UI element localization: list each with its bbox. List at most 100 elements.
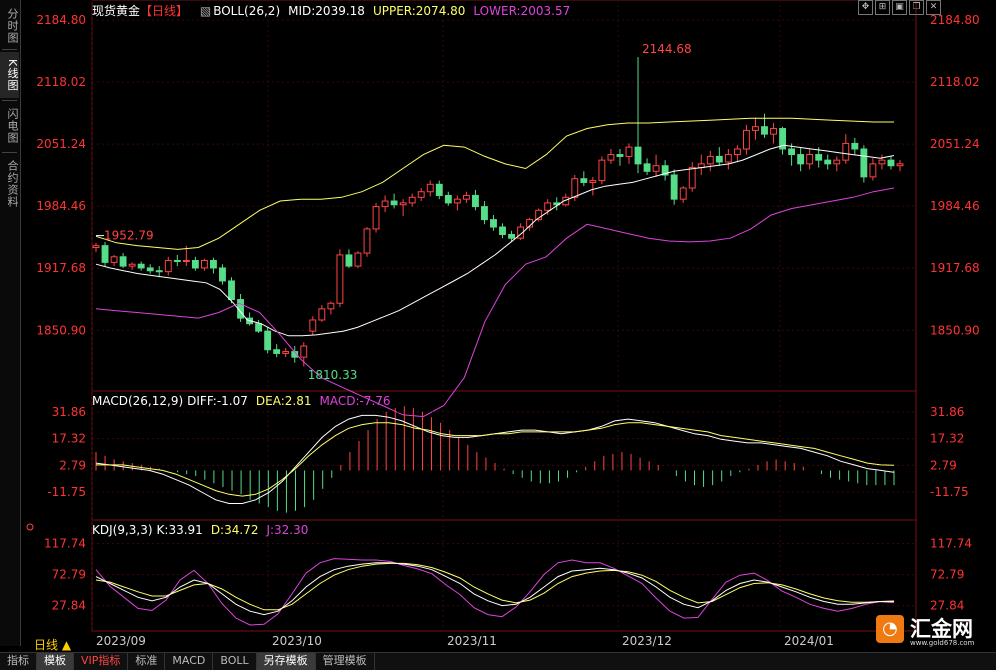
tab-contract-info[interactable]: 合约资料	[6, 160, 19, 208]
tab-indicator[interactable]: 指标	[0, 653, 37, 670]
restore-icon[interactable]: ❐	[909, 0, 924, 15]
candle-body	[842, 142, 850, 161]
boll-upper-line	[95, 117, 894, 250]
candle-body	[770, 128, 777, 135]
candle-body	[535, 209, 543, 221]
boll-mid-value: MID:2039.18	[288, 4, 365, 18]
tab-separator	[2, 49, 17, 50]
kdj-axis-label-right: 72.79	[930, 568, 964, 582]
x-axis-label: 2023/11	[447, 634, 497, 648]
kdj-d-line	[95, 562, 895, 611]
boll-lower-value: LOWER:2003.57	[473, 4, 571, 18]
tab-kline[interactable]: K线图	[0, 52, 19, 98]
kdj-axis-label-left: 117.74	[44, 537, 86, 551]
macd-panel-frame	[91, 390, 917, 521]
kdj-name[interactable]: KDJ(9,3,3)	[92, 523, 153, 537]
price-axis-label-left: 2184.80	[36, 13, 86, 27]
move-icon[interactable]: ✥	[858, 0, 873, 15]
candle-body	[688, 167, 696, 189]
price-panel-header: 现货黄金【日线】 ▧ BOLL(26,2) MID:2039.18 UPPER:207…	[92, 2, 578, 19]
macd-dea-line	[96, 422, 895, 497]
candle-body	[228, 280, 235, 301]
candle-body	[869, 163, 877, 178]
candle-body	[517, 226, 525, 239]
macd-diff-value: DIFF:-1.07	[187, 394, 248, 408]
x-axis-label: 2023/09	[96, 634, 146, 648]
candle-body	[715, 155, 723, 163]
candle-body	[273, 349, 281, 354]
candle-body	[481, 206, 488, 221]
tab-manage-template[interactable]: 管理模板	[316, 653, 375, 670]
candle-body	[255, 323, 263, 332]
tab-template[interactable]: 模板	[37, 653, 74, 670]
candle-body	[471, 194, 479, 208]
candle-body	[372, 206, 380, 230]
candle-body	[860, 148, 868, 178]
candle-body	[444, 194, 452, 204]
candle-body	[92, 245, 100, 248]
candle-body	[752, 126, 759, 131]
candle-body	[724, 154, 732, 163]
price-axis-label-right: 2118.02	[930, 75, 980, 89]
candle-body	[164, 260, 172, 273]
period-selector[interactable]: 日线 ▲	[34, 638, 72, 652]
candle-body	[300, 345, 308, 358]
grid-icon[interactable]: ⊞	[875, 0, 890, 15]
macd-axis-label-right: 2.79	[930, 458, 957, 472]
x-axis-label: 2023/10	[272, 634, 322, 648]
candle-body	[878, 159, 886, 165]
candle-body	[435, 183, 443, 196]
macd-dea-value: DEA:2.81	[255, 394, 312, 408]
bottom-toolbar: 指标 模板 VIP指标 标准 MACD BOLL 另存模板 管理模板	[0, 652, 996, 670]
zoom-out-icon[interactable]: ▣	[892, 0, 907, 15]
kdj-axis-label-right: 117.74	[930, 537, 972, 551]
macd-axis-label-left: -11.75	[47, 485, 86, 499]
kdj-d-value: D:34.72	[210, 523, 259, 537]
macd-axis-label-right: -11.75	[930, 485, 969, 499]
candle-body	[562, 196, 570, 206]
chart-tools: ✥ ⊞ ▣ ❐ ✕	[858, 0, 941, 15]
candle-body	[851, 142, 859, 150]
candle-body	[625, 146, 633, 157]
candle-body	[788, 148, 796, 156]
kdj-axis-label-right: 27.84	[930, 599, 964, 613]
boll-mid-line	[95, 144, 895, 337]
kdj-panel-header: KDJ(9,3,3) K:33.91 D:34.72 J:32.30	[92, 523, 316, 537]
candle-body	[390, 200, 398, 206]
tab-save-template[interactable]: 另存模板	[256, 653, 316, 670]
macd-macd-value: MACD:-7.76	[319, 394, 391, 408]
boll-lower-line	[95, 187, 895, 418]
candle-body	[607, 154, 615, 161]
candle-body	[733, 148, 741, 156]
macd-panel-header: MACD(26,12,9) DIFF:-1.07 DEA:2.81 MACD:-7.7…	[92, 394, 399, 408]
tab-separator	[2, 100, 17, 101]
candle-body	[146, 267, 154, 272]
tab-boll[interactable]: BOLL	[213, 653, 257, 670]
chart-canvas[interactable]: 2023/09 2023/10 2023/11 2023/12 2024/01 2184.…	[0, 0, 996, 652]
tab-time-sharing[interactable]: 分时图	[6, 8, 19, 44]
boll-icon: ▧	[199, 4, 212, 18]
candle-body	[833, 159, 841, 165]
price-axis-label-left: 2051.24	[36, 137, 86, 151]
tab-separator	[2, 152, 17, 153]
candle-body	[200, 260, 208, 269]
price-axis-label-left: 1917.68	[36, 261, 86, 275]
left-tab-bar: 分时图 K线图 闪电图 合约资料	[0, 0, 21, 646]
macd-name[interactable]: MACD(26,12,9)	[92, 394, 184, 408]
price-axis-label-right: 1850.90	[930, 323, 980, 337]
close-icon[interactable]: ✕	[926, 0, 941, 15]
indicator-name[interactable]: BOLL(26,2)	[213, 4, 281, 18]
candle-body	[679, 187, 687, 200]
candle-body	[544, 202, 552, 211]
candle-body	[779, 128, 786, 150]
start-price-annotation: 1952.79	[104, 229, 154, 243]
tab-standard[interactable]: 标准	[128, 653, 166, 670]
tab-vip-indicator[interactable]: VIP指标	[74, 653, 129, 670]
candle-body	[381, 200, 389, 208]
kdj-j-value: J:32.30	[266, 523, 309, 537]
tab-flash-chart[interactable]: 闪电图	[6, 108, 19, 144]
tab-macd[interactable]: MACD	[165, 653, 214, 670]
candle-body	[101, 245, 109, 263]
symbol-name: 现货黄金	[92, 4, 141, 18]
x-axis-label: 2024/01	[784, 634, 834, 648]
